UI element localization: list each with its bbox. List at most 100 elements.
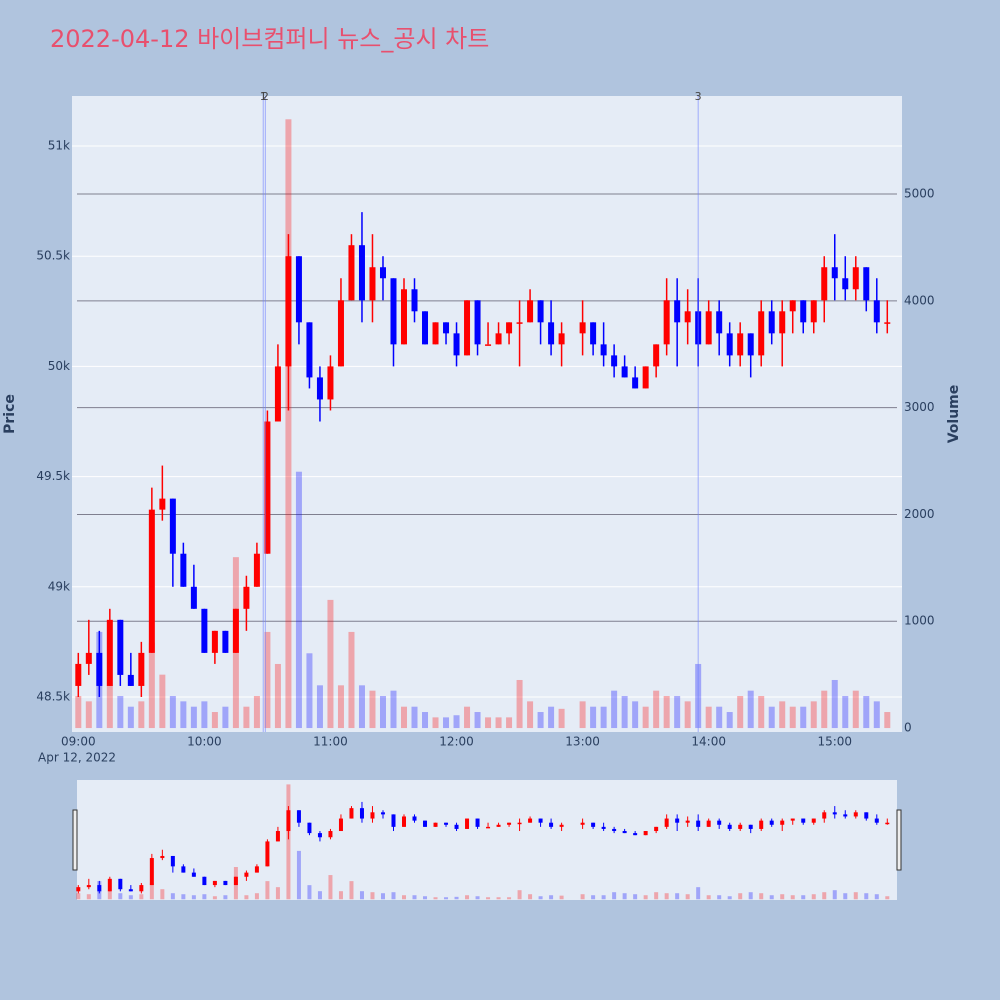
mini-volume-bar <box>654 892 659 900</box>
volume-bar <box>527 701 534 729</box>
y2-tick-label: 3000 <box>904 400 935 414</box>
volume-bar <box>611 690 618 729</box>
mini-candle-body <box>801 818 806 823</box>
volume-bar <box>852 690 859 729</box>
volume-bar <box>485 717 492 729</box>
candle-body <box>810 300 817 323</box>
mini-candle-body <box>654 826 659 832</box>
mini-volume-bar <box>759 893 764 900</box>
candle-body <box>75 663 82 686</box>
mini-volume-bar <box>538 896 543 900</box>
mini-candle-body <box>380 812 385 815</box>
volume-bar <box>159 674 166 729</box>
range-handle[interactable] <box>896 809 902 871</box>
mini-volume-bar <box>307 885 312 900</box>
candle-body <box>379 267 386 279</box>
volume-bar <box>842 696 849 729</box>
y-tick-label: 51k <box>48 139 70 153</box>
x-tick-label: 10:00 <box>187 735 222 749</box>
volume-bar <box>600 706 607 729</box>
volume-bar <box>180 701 187 729</box>
volume-bar <box>138 701 145 729</box>
y2-tick-label: 0 <box>904 721 912 735</box>
volume-bar <box>705 706 712 729</box>
candle-body <box>117 619 124 675</box>
mini-volume-bar <box>853 892 858 900</box>
mini-candle-body <box>738 824 743 829</box>
news-label: 1 <box>260 90 267 103</box>
mini-candle-body <box>433 822 438 827</box>
mini-volume-bar <box>549 895 554 900</box>
mini-candle-body <box>538 818 543 823</box>
candle-body <box>201 608 208 653</box>
mini-candle-body <box>643 831 648 836</box>
candle-body <box>779 311 786 334</box>
mini-volume-bar <box>706 895 711 900</box>
candle-body <box>621 366 628 378</box>
candle-body <box>642 366 649 389</box>
candle-body <box>705 311 712 345</box>
range-slider[interactable] <box>77 780 897 900</box>
mini-candle-body <box>790 818 795 821</box>
mini-volume-bar <box>727 896 732 900</box>
volume-bar <box>75 696 82 729</box>
candle-body <box>222 630 229 653</box>
volume-bar <box>653 690 660 729</box>
mini-candle-body <box>622 831 627 834</box>
mini-volume-bar <box>412 895 417 900</box>
candle-body <box>852 267 859 290</box>
mini-candle-body <box>296 810 301 823</box>
mini-volume-bar <box>286 784 291 900</box>
volume-bar <box>810 701 817 729</box>
volume-bar <box>422 712 429 729</box>
volume-bar <box>390 690 397 729</box>
candle-body <box>453 333 460 356</box>
mini-candle-body <box>128 889 133 892</box>
mini-candle-body <box>580 822 585 825</box>
mini-candle-body <box>517 822 522 825</box>
mini-volume-bar <box>601 895 606 900</box>
volume-bar <box>190 706 197 729</box>
candle-body <box>674 300 681 323</box>
volume-bar <box>443 717 450 729</box>
candle-body <box>600 344 607 356</box>
mini-volume-bar <box>380 893 385 900</box>
candle-body <box>443 322 450 334</box>
candle-body <box>337 300 344 367</box>
volume-bar <box>327 599 334 729</box>
candle-body <box>726 333 733 356</box>
y2-tick-label: 5000 <box>904 187 935 201</box>
mini-candle-body <box>286 810 291 832</box>
mini-volume-bar <box>496 897 501 900</box>
mini-candle-body <box>139 885 144 892</box>
mini-volume-bar <box>191 895 196 900</box>
candle-body <box>789 300 796 312</box>
mini-candle-body <box>748 824 753 829</box>
candle-body <box>579 322 586 334</box>
news-label: 3 <box>695 90 702 103</box>
volume-bar <box>253 696 260 729</box>
volume-bar <box>548 706 555 729</box>
candle-body <box>180 553 187 587</box>
range-handle[interactable] <box>72 809 78 871</box>
mini-candle-body <box>675 818 680 823</box>
volume-bar <box>737 696 744 729</box>
date-label: Apr 12, 2022 <box>38 751 116 765</box>
mini-volume-bar <box>559 895 564 900</box>
volume-bar <box>663 696 670 729</box>
volume-bar <box>590 706 597 729</box>
mini-volume-bar <box>874 894 879 900</box>
volume-bar <box>85 701 92 729</box>
volume-bar <box>516 679 523 729</box>
volume-bar <box>558 708 565 729</box>
mini-candle-body <box>86 885 91 888</box>
candle-body <box>516 322 523 324</box>
volume-bar <box>621 696 628 729</box>
mini-volume-bar <box>76 893 81 900</box>
mini-volume-bar <box>402 895 406 900</box>
candle-body <box>390 278 397 345</box>
mini-volume-bar <box>265 881 270 900</box>
mini-volume-bar <box>517 890 522 900</box>
